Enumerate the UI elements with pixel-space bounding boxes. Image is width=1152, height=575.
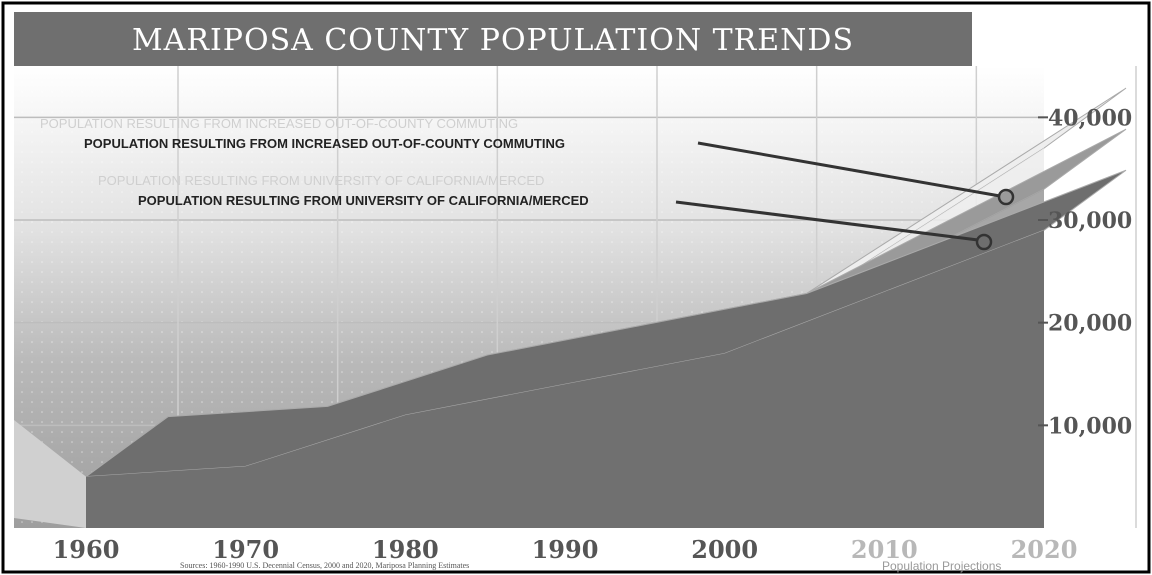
annotation-commuting-leader	[697, 141, 1001, 198]
projection-label: Population Projections	[882, 559, 1001, 573]
y-tick-label-10000: 10,000	[1048, 413, 1132, 439]
area-front-0	[86, 230, 1044, 528]
area-left-side	[14, 420, 86, 528]
annotation-merced-leader	[675, 200, 979, 242]
annotation-commuting-marker	[997, 188, 1015, 206]
title-bar	[14, 12, 972, 66]
x-tick-label-1960: 1960	[53, 535, 120, 564]
chart-title: MARIPOSA COUNTY POPULATION TRENDS	[132, 23, 854, 58]
x-tick-label-1990: 1990	[532, 535, 599, 564]
annotation-commuting-ghost: POPULATION RESULTING FROM INCREASED OUT-…	[40, 116, 518, 131]
y-tick-label-20000: 20,000	[1048, 311, 1132, 337]
y-axis-ticks: 10,000 20,000 30,000 40,000	[1038, 105, 1132, 439]
x-axis-ticks: 1960 1970 1980 1990 2000 2010 2020	[53, 535, 1078, 564]
annotation-merced-ghost: POPULATION RESULTING FROM UNIVERSITY OF …	[98, 173, 544, 188]
y-tick-label-30000: 30,000	[1048, 208, 1132, 234]
annotation-merced: POPULATION RESULTING FROM UNIVERSITY OF …	[138, 193, 589, 208]
x-tick-label-2010: 2010	[851, 535, 918, 564]
area-layers	[14, 87, 1127, 528]
annotation-merced-marker	[975, 233, 993, 251]
annotation-commuting: POPULATION RESULTING FROM INCREASED OUT-…	[84, 136, 565, 151]
x-tick-label-1980: 1980	[372, 535, 439, 564]
x-tick-label-1970: 1970	[212, 535, 279, 564]
annotations: POPULATION RESULTING FROM INCREASED OUT-…	[40, 116, 1015, 251]
source-note: Sources: 1960-1990 U.S. Decennial Census…	[180, 561, 469, 570]
x-tick-label-2020: 2020	[1011, 535, 1078, 564]
y-tick-label-40000: 40,000	[1048, 105, 1132, 131]
x-tick-label-2000: 2000	[691, 535, 758, 564]
